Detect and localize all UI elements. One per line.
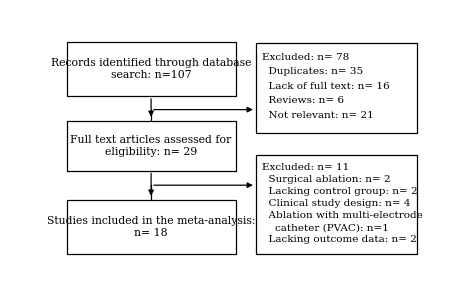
Text: Duplicates: n= 35: Duplicates: n= 35 [263, 67, 364, 76]
Text: Excluded: n= 11: Excluded: n= 11 [263, 163, 350, 172]
Text: Lack of full text: n= 16: Lack of full text: n= 16 [263, 82, 390, 91]
Text: Not relevant: n= 21: Not relevant: n= 21 [263, 111, 374, 120]
Text: Clinical study design: n= 4: Clinical study design: n= 4 [263, 199, 411, 208]
Text: Lacking control group: n= 2: Lacking control group: n= 2 [263, 187, 418, 196]
Text: Reviews: n= 6: Reviews: n= 6 [263, 96, 345, 105]
FancyBboxPatch shape [66, 121, 236, 171]
Text: Records identified through database
search: n=107: Records identified through database sear… [51, 58, 251, 80]
Text: Studies included in the meta-analysis:
n= 18: Studies included in the meta-analysis: n… [47, 216, 255, 238]
Text: Lacking outcome data: n= 2: Lacking outcome data: n= 2 [263, 235, 417, 244]
Text: Surgical ablation: n= 2: Surgical ablation: n= 2 [263, 175, 391, 184]
FancyBboxPatch shape [66, 200, 236, 254]
FancyBboxPatch shape [66, 42, 236, 96]
Text: catheter (PVAC): n=1: catheter (PVAC): n=1 [263, 223, 389, 232]
FancyBboxPatch shape [256, 155, 418, 254]
Text: Ablation with multi-electrode: Ablation with multi-electrode [263, 211, 423, 220]
Text: Full text articles assessed for
eligibility: n= 29: Full text articles assessed for eligibil… [71, 135, 232, 156]
FancyBboxPatch shape [256, 43, 418, 133]
Text: Excluded: n= 78: Excluded: n= 78 [263, 52, 350, 62]
